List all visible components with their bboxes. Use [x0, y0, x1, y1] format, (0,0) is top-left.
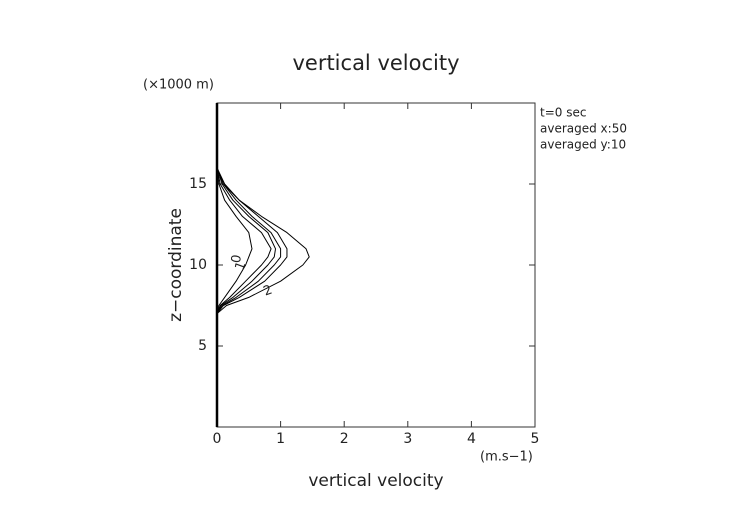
y-axis-label: z−coordinate — [166, 208, 186, 322]
x-tick-label: 3 — [403, 431, 412, 447]
info-text: averaged y:10 — [540, 138, 626, 152]
x-tick-label: 5 — [531, 431, 540, 447]
chart-title: vertical velocity — [292, 51, 459, 75]
x-tick-label: 4 — [467, 431, 476, 447]
profile-line — [216, 151, 272, 330]
x-unit: (m.s−1) — [480, 450, 533, 465]
x-tick-label: 2 — [340, 431, 349, 447]
y-tick-label: 5 — [198, 338, 207, 354]
info-text: averaged x:50 — [540, 122, 627, 136]
y-unit: (×1000 m) — [143, 78, 214, 93]
x-axis-label: vertical velocity — [308, 471, 443, 491]
x-tick-label: 0 — [213, 431, 222, 447]
profile-line — [216, 151, 253, 330]
plot-frame — [216, 102, 536, 428]
info-text: t=0 sec — [540, 106, 586, 120]
profile-line — [216, 151, 288, 330]
profile-line — [216, 151, 310, 330]
info-box: t=0 sec averaged x:50 averaged y:10 — [540, 106, 627, 152]
profile-line — [216, 151, 277, 330]
profile-line — [216, 151, 282, 330]
x-tick-label: 1 — [276, 431, 285, 447]
contour-label: 0 — [229, 254, 245, 265]
y-tick-label: 10 — [189, 257, 207, 273]
y-tick-label: 15 — [189, 176, 207, 192]
